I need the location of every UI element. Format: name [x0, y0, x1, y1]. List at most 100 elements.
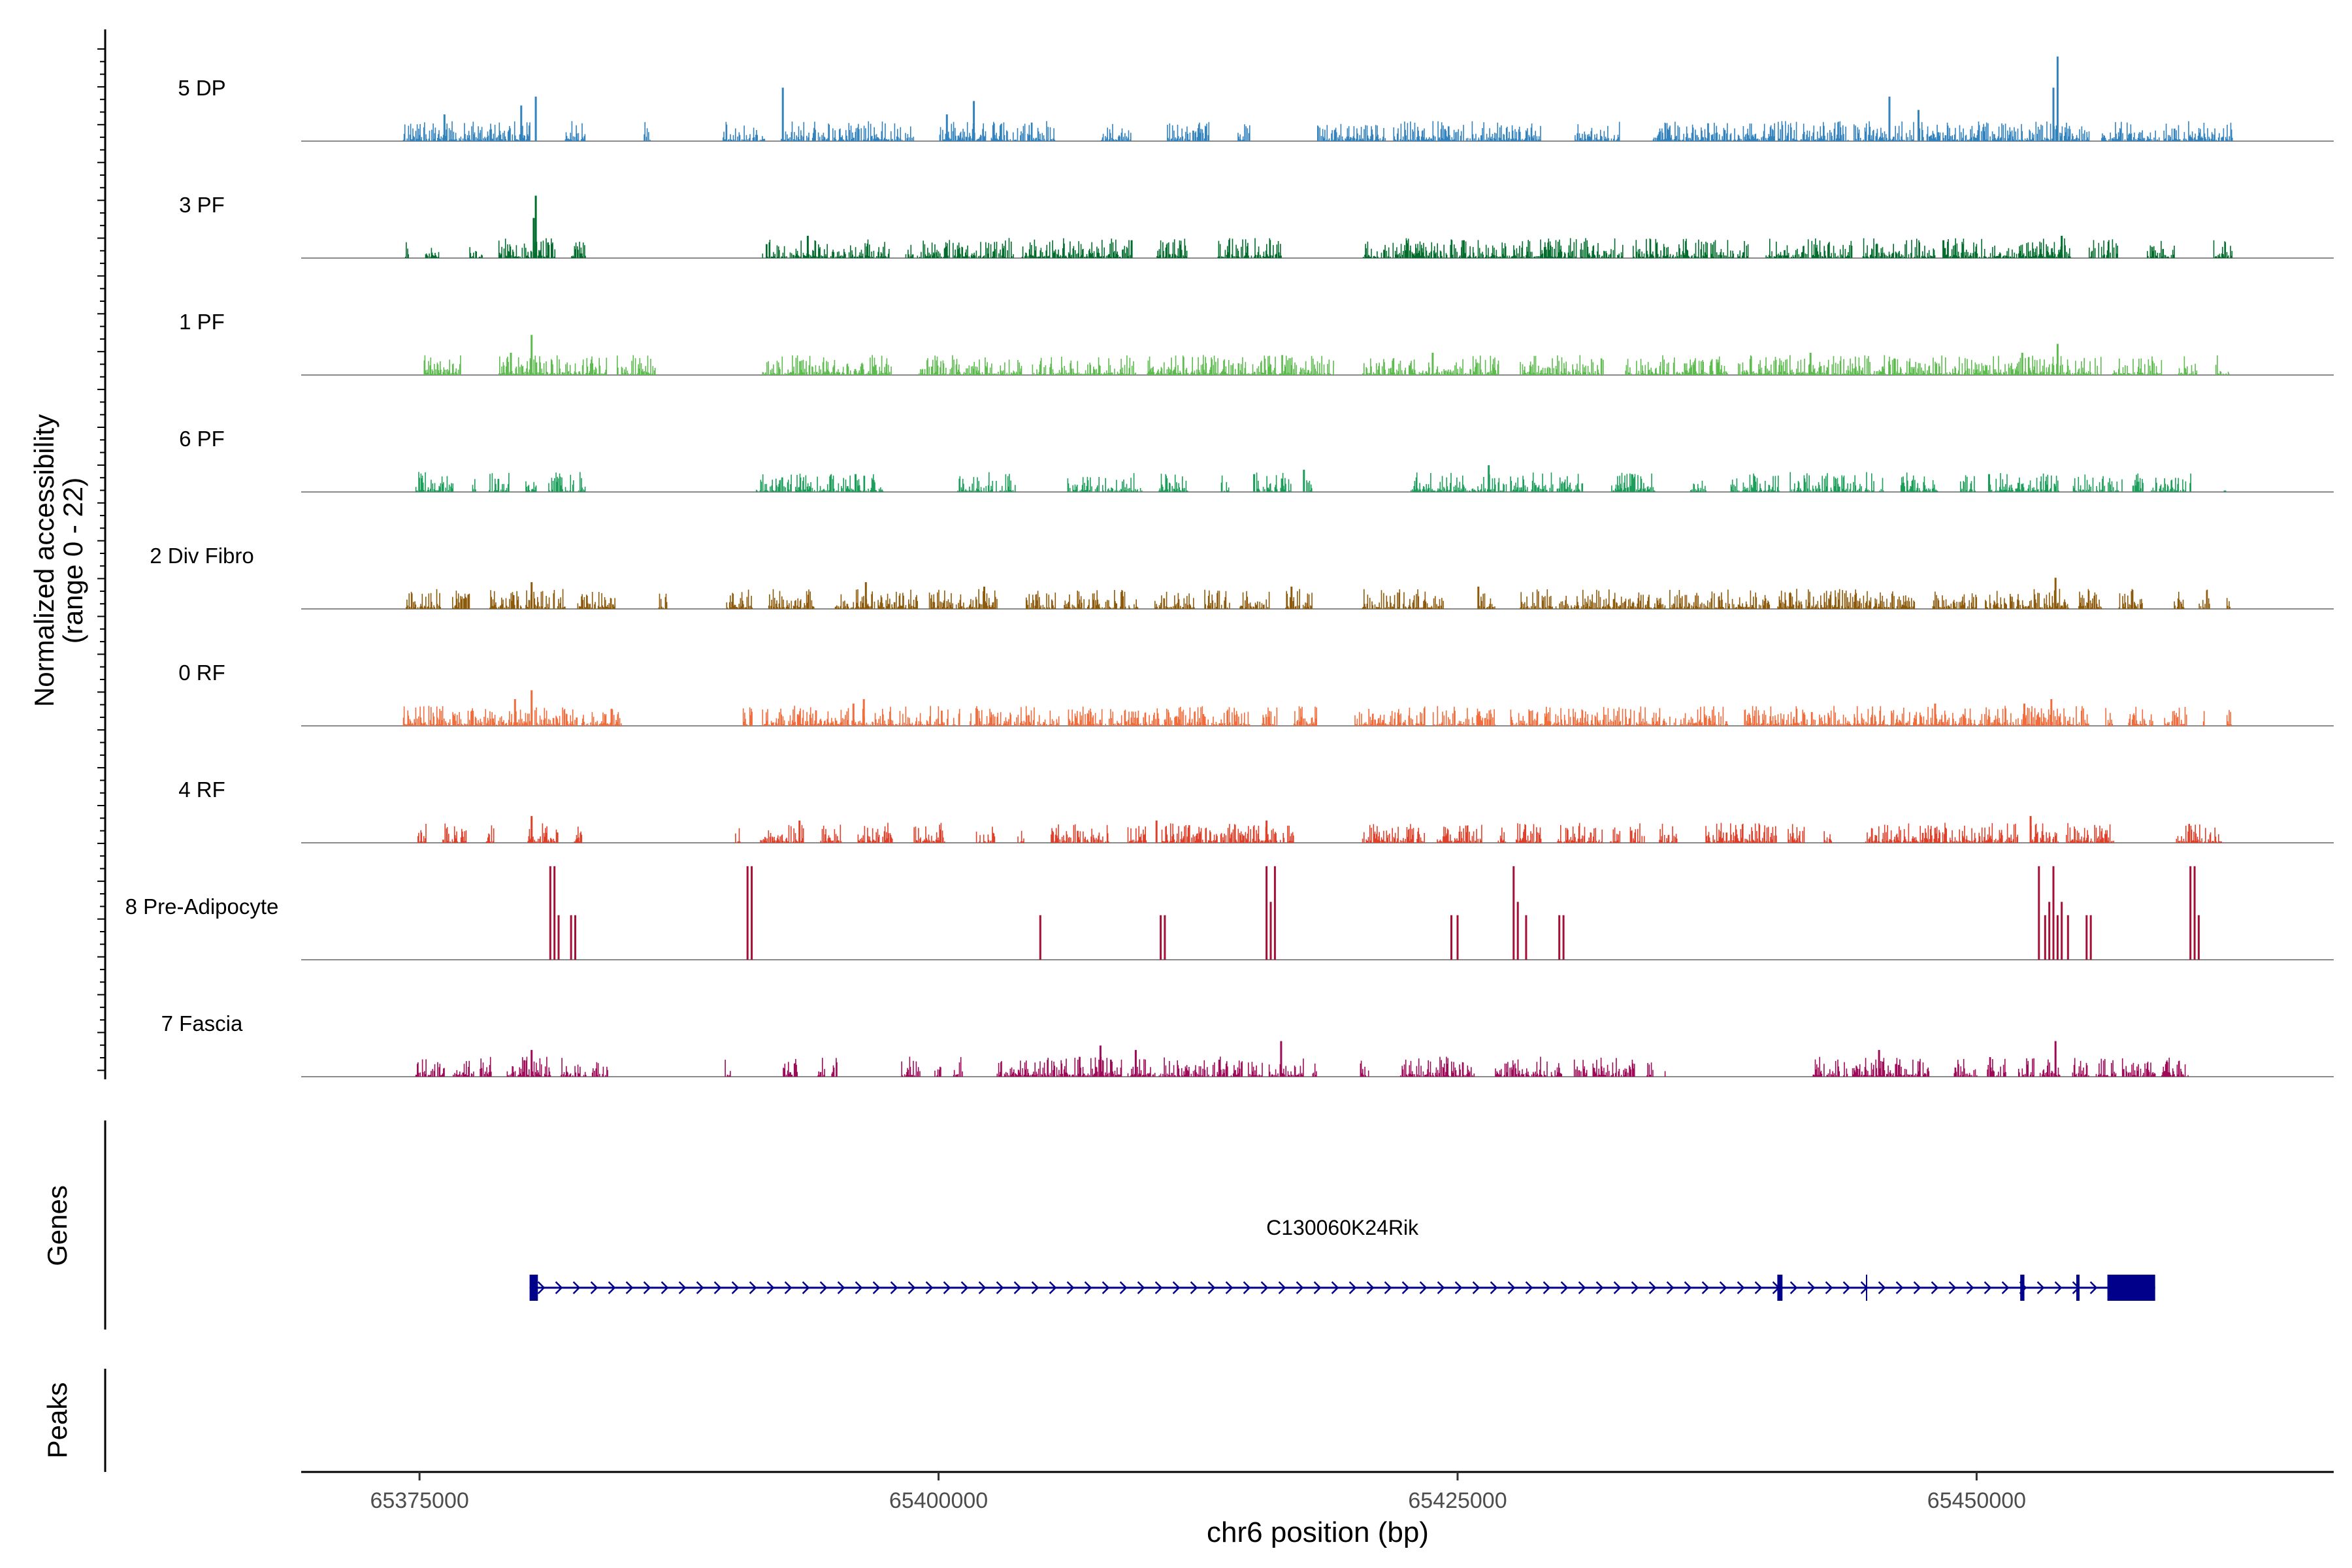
track-4-rf: 4 RF: [178, 777, 2334, 843]
signal-peak: [2050, 699, 2053, 726]
signal-peak: [2056, 56, 2059, 141]
track-label: 8 Pre-Adipocyte: [125, 894, 279, 919]
exon: [529, 1275, 538, 1301]
signal-peak: [1164, 915, 1166, 960]
signal-peak: [1516, 902, 1519, 960]
signal-peak: [2052, 866, 2055, 960]
signal-peak: [855, 474, 857, 492]
signal-peak: [1631, 474, 1633, 492]
signal-peak: [553, 866, 556, 960]
signal-peak: [514, 699, 516, 726]
signal-peak: [1562, 915, 1565, 960]
signal-peak: [1988, 474, 1990, 492]
coverage-signal: [417, 823, 2222, 843]
signal-peak: [1512, 866, 1515, 960]
signal-peak: [1290, 586, 1293, 609]
signal-peak: [1809, 352, 1812, 375]
track-label: 0 RF: [178, 661, 225, 685]
signal-peak: [531, 816, 533, 843]
track-label: 5 DP: [178, 76, 225, 100]
track-label: 7 Fascia: [161, 1011, 243, 1036]
gene-track-label: Genes: [42, 1185, 73, 1266]
track-label: 6 PF: [179, 427, 225, 451]
peaks-track: Peaks: [42, 1369, 106, 1472]
coverage-signal: [415, 472, 2227, 492]
signal-peak: [1477, 586, 1480, 609]
track-3-pf: 3 PF: [179, 193, 2334, 259]
signal-peak: [862, 699, 865, 726]
x-tick-label: 65375000: [370, 1488, 468, 1513]
x-tick-label: 65400000: [889, 1488, 988, 1513]
coverage-signal: [402, 706, 2232, 726]
signal-peak: [570, 915, 572, 960]
signal-peak: [531, 335, 533, 375]
signal-peak: [945, 114, 948, 141]
signal-peak: [2029, 816, 2032, 843]
signal-peak: [2189, 866, 2192, 960]
signal-peak: [2054, 1041, 2057, 1077]
signal-peak: [1039, 915, 1041, 960]
y-axis-ticks: [97, 48, 105, 1071]
coverage-signal: [406, 589, 2230, 609]
track-label: 2 Div Fibro: [150, 544, 254, 568]
signal-peak: [1942, 240, 1945, 258]
signal-peak: [531, 690, 533, 726]
signal-peak: [1269, 902, 1272, 960]
exon: [1777, 1275, 1783, 1301]
signal-peak: [520, 105, 523, 141]
signal-peak: [1525, 915, 1527, 960]
signal-peak: [1160, 915, 1162, 960]
track-label: 3 PF: [179, 193, 225, 217]
track-6-pf: 6 PF: [179, 427, 2334, 493]
track-label: 1 PF: [179, 310, 225, 334]
signal-peak: [2089, 915, 2092, 960]
signal-peak: [1273, 866, 1276, 960]
coverage-signal: [423, 355, 2230, 375]
signal-peak: [1456, 915, 1459, 960]
signal-peak: [1934, 703, 1936, 726]
signal-peak: [549, 866, 551, 960]
coverage-signal: [404, 238, 2233, 258]
signal-peak: [983, 586, 985, 609]
peaks-track-label: Peaks: [42, 1382, 73, 1459]
track-5-dp: 5 DP: [178, 56, 2334, 142]
signal-peak: [534, 96, 537, 141]
signal-peak: [781, 88, 784, 141]
x-axis: 65375000 65400000 65425000 65450000 chr6 po…: [301, 1471, 2334, 1548]
signal-peak: [798, 820, 801, 843]
exon: [2107, 1275, 2155, 1301]
signal-peak: [864, 582, 867, 609]
gene-c130060k24rik: C130060K24Rik: [529, 1216, 2155, 1301]
signal-peak: [1431, 352, 1434, 375]
track-8-pre-adipocyte: 8 Pre-Adipocyte: [125, 866, 2334, 960]
x-tick-label: 65450000: [1927, 1488, 2026, 1513]
signal-peak: [1266, 866, 1268, 960]
signal-peak: [2023, 703, 2025, 726]
signal-peak: [2056, 915, 2059, 960]
signal-peak: [1450, 915, 1452, 960]
y-axis: Normalized accessibility (range 0 - 22): [29, 29, 106, 1079]
signal-peak: [2048, 902, 2051, 960]
signal-peak: [2066, 915, 2069, 960]
signal-peak: [751, 866, 753, 960]
signal-peak: [2061, 902, 2063, 960]
exon: [2020, 1275, 2025, 1301]
signal-peak: [1918, 110, 1919, 141]
signal-peak: [1266, 820, 1268, 843]
signal-peak: [746, 866, 749, 960]
signal-peak: [557, 915, 560, 960]
signal-peak: [2197, 915, 2200, 960]
signal-peak: [532, 218, 535, 258]
signal-peak: [2085, 915, 2088, 960]
signal-peak: [1303, 469, 1305, 492]
signal-peak: [534, 195, 537, 258]
signal-peak: [2052, 88, 2055, 141]
signal-peak: [443, 114, 446, 141]
signal-peak: [1099, 1045, 1102, 1077]
signal-peak: [1130, 240, 1133, 258]
signal-peak: [1155, 820, 1158, 843]
track-2-div-fibro: 2 Div Fibro: [150, 544, 2334, 610]
y-axis-title-line1: Normalized accessibility: [29, 414, 59, 707]
track-1-pf: 1 PF: [179, 310, 2334, 376]
